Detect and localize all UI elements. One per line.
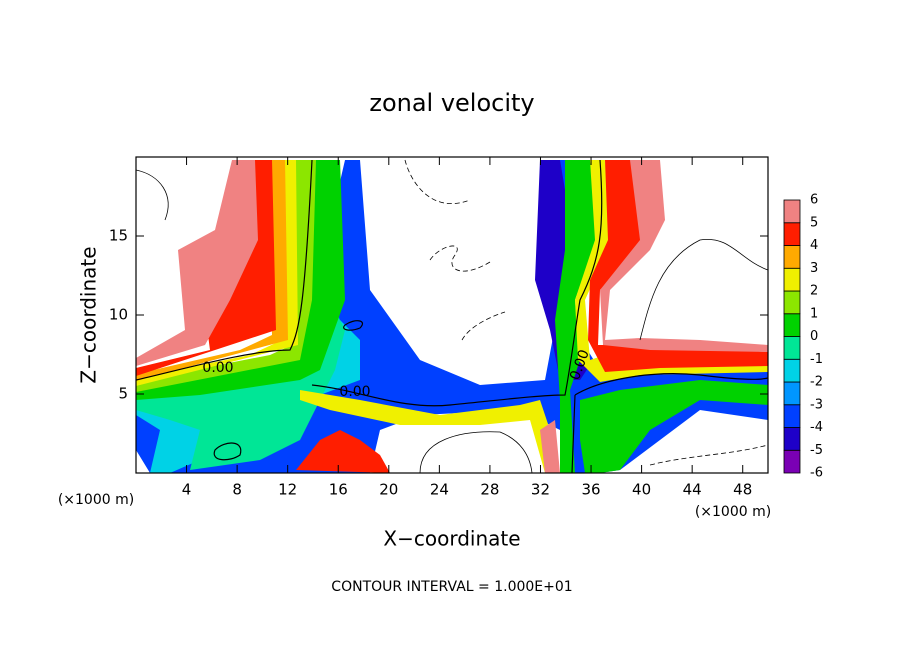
contour-line xyxy=(135,169,169,221)
y-tick-label: 10 xyxy=(109,306,128,324)
colorbar-label: -5 xyxy=(810,443,823,458)
x-axis-label: X−coordinate xyxy=(383,527,520,551)
contour-fill xyxy=(136,160,258,366)
x-tick-label: 28 xyxy=(480,481,499,499)
colorbar-label: 4 xyxy=(810,238,818,253)
x-tick-label: 48 xyxy=(733,481,752,499)
contour-line xyxy=(429,245,491,272)
contour-line xyxy=(649,444,769,466)
x-tick-label: 32 xyxy=(531,481,550,499)
contour-fill xyxy=(540,420,560,473)
x-tick-label: 4 xyxy=(182,481,192,499)
colorbar-box xyxy=(783,222,801,246)
colorbar-box xyxy=(783,199,801,224)
contour-line xyxy=(343,320,364,331)
colorbar-box xyxy=(783,427,801,451)
colorbar-box xyxy=(783,449,801,474)
colorbar-label: -4 xyxy=(810,420,823,435)
contour-fill xyxy=(136,160,288,381)
contour-line xyxy=(419,431,533,474)
colorbar-box xyxy=(783,267,801,292)
colorbar-label: 0 xyxy=(810,329,818,344)
contour-fill xyxy=(580,380,768,473)
contour-fill xyxy=(136,160,276,376)
colorbar-label: 5 xyxy=(810,215,818,230)
contour-line xyxy=(461,311,506,341)
y-tick-label: 15 xyxy=(109,227,128,245)
chart-title: zonal velocity xyxy=(369,89,534,117)
x-tick-label: 12 xyxy=(278,481,297,499)
field xyxy=(136,160,768,473)
contour-fill xyxy=(555,160,600,473)
footer: CONTOUR INTERVAL = 1.000E+01 xyxy=(331,579,572,595)
contour-label: 0.00 xyxy=(339,384,370,400)
x-tick-label: 24 xyxy=(430,481,449,499)
colorbar-box xyxy=(783,358,801,383)
contour-fill xyxy=(136,160,316,392)
colorbar-box xyxy=(783,313,801,337)
x-tick-label: 44 xyxy=(683,481,702,499)
colorbar-box xyxy=(783,404,801,428)
x-tick-label: 20 xyxy=(379,481,398,499)
contour-fill xyxy=(588,160,768,372)
contour-line xyxy=(135,159,313,381)
colorbar-label: 2 xyxy=(810,284,818,299)
colorbar-box xyxy=(783,381,801,406)
contour-lines xyxy=(135,159,769,474)
colorbar-label: -1 xyxy=(810,352,823,367)
contour-label: 0.00 xyxy=(202,360,233,376)
contour-fill xyxy=(296,430,390,473)
contour-line xyxy=(311,159,603,407)
contour-line xyxy=(213,442,242,461)
colorbar-box xyxy=(783,290,801,315)
contour-fill xyxy=(600,160,768,352)
colorbar-box xyxy=(783,245,801,269)
contour-fill xyxy=(300,390,560,473)
colorbar-box xyxy=(783,336,801,360)
y-tick-label: 5 xyxy=(118,385,128,403)
x-tick-label: 8 xyxy=(232,481,242,499)
x-unit-left: (×1000 m) xyxy=(58,492,134,508)
colorbar-label: -3 xyxy=(810,397,823,412)
contour-line xyxy=(571,394,576,474)
colorbar-label: 3 xyxy=(810,261,818,276)
contour-line xyxy=(639,238,769,341)
colorbar-label: -6 xyxy=(810,466,823,481)
x-tick-label: 16 xyxy=(329,481,348,499)
colorbar-label: 6 xyxy=(810,193,818,208)
contour-line xyxy=(574,373,769,396)
colorbar-label: 1 xyxy=(810,306,818,321)
x-tick-label: 36 xyxy=(581,481,600,499)
x-unit-right: (×1000 m) xyxy=(695,504,771,520)
x-tick-label: 40 xyxy=(632,481,651,499)
y-axis-label: Z−coordinate xyxy=(77,246,101,383)
colorbar-label: -2 xyxy=(810,375,823,390)
contour-line xyxy=(404,159,471,205)
